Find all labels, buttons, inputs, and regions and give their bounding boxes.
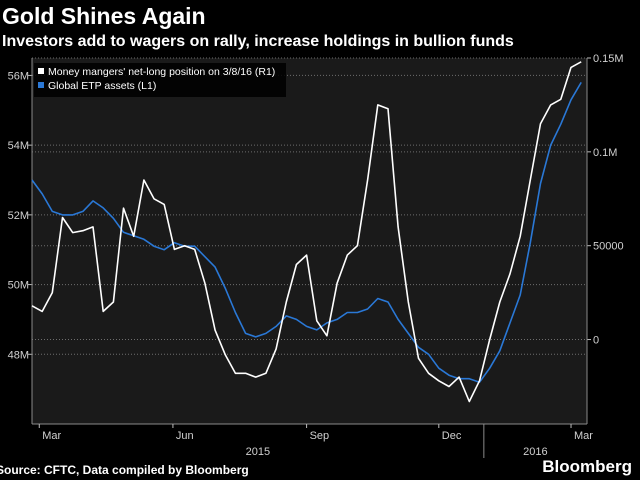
source-note: Source: CFTC, Data compiled by Bloomberg [0, 463, 249, 477]
right-axis-tick-label: 50000 [593, 241, 624, 253]
year-label: 2016 [523, 446, 547, 458]
chart-title: Gold Shines Again [2, 3, 206, 29]
year-label: 2015 [246, 446, 270, 458]
series-line-net-long-position [31, 61, 582, 403]
left-axis-tick-label: 56M [8, 70, 29, 82]
right-axis-tick-label: 0 [593, 335, 599, 347]
left-axis-tick-label: 52M [8, 210, 29, 222]
right-axis-tick-label: 0.1M [593, 147, 617, 159]
legend-swatch-white [38, 68, 44, 74]
left-axis-tick-label: 48M [8, 349, 29, 361]
x-axis-tick-label: Dec [442, 430, 462, 442]
legend-label-etp-assets: Global ETP assets (L1) [48, 80, 156, 92]
x-axis-tick-label: Mar [574, 430, 593, 442]
legend-swatch-blue [38, 82, 44, 88]
chart-subtitle: Investors add to wagers on rally, increa… [2, 33, 514, 50]
legend-box [34, 63, 286, 97]
legend-label-net-long: Money mangers' net-long position on 3/8/… [48, 66, 275, 78]
series-line-global-etp-assets [31, 81, 582, 383]
x-axis-tick-label: Sep [310, 430, 330, 442]
x-axis-tick-label: Mar [42, 430, 61, 442]
right-axis-tick-label: 0.15M [593, 53, 624, 65]
left-axis-tick-label: 54M [8, 140, 29, 152]
bloomberg-logo: Bloomberg [542, 457, 632, 476]
plot-area [32, 58, 587, 424]
x-axis-tick-label: Jun [176, 430, 194, 442]
left-axis-tick-label: 50M [8, 280, 29, 292]
